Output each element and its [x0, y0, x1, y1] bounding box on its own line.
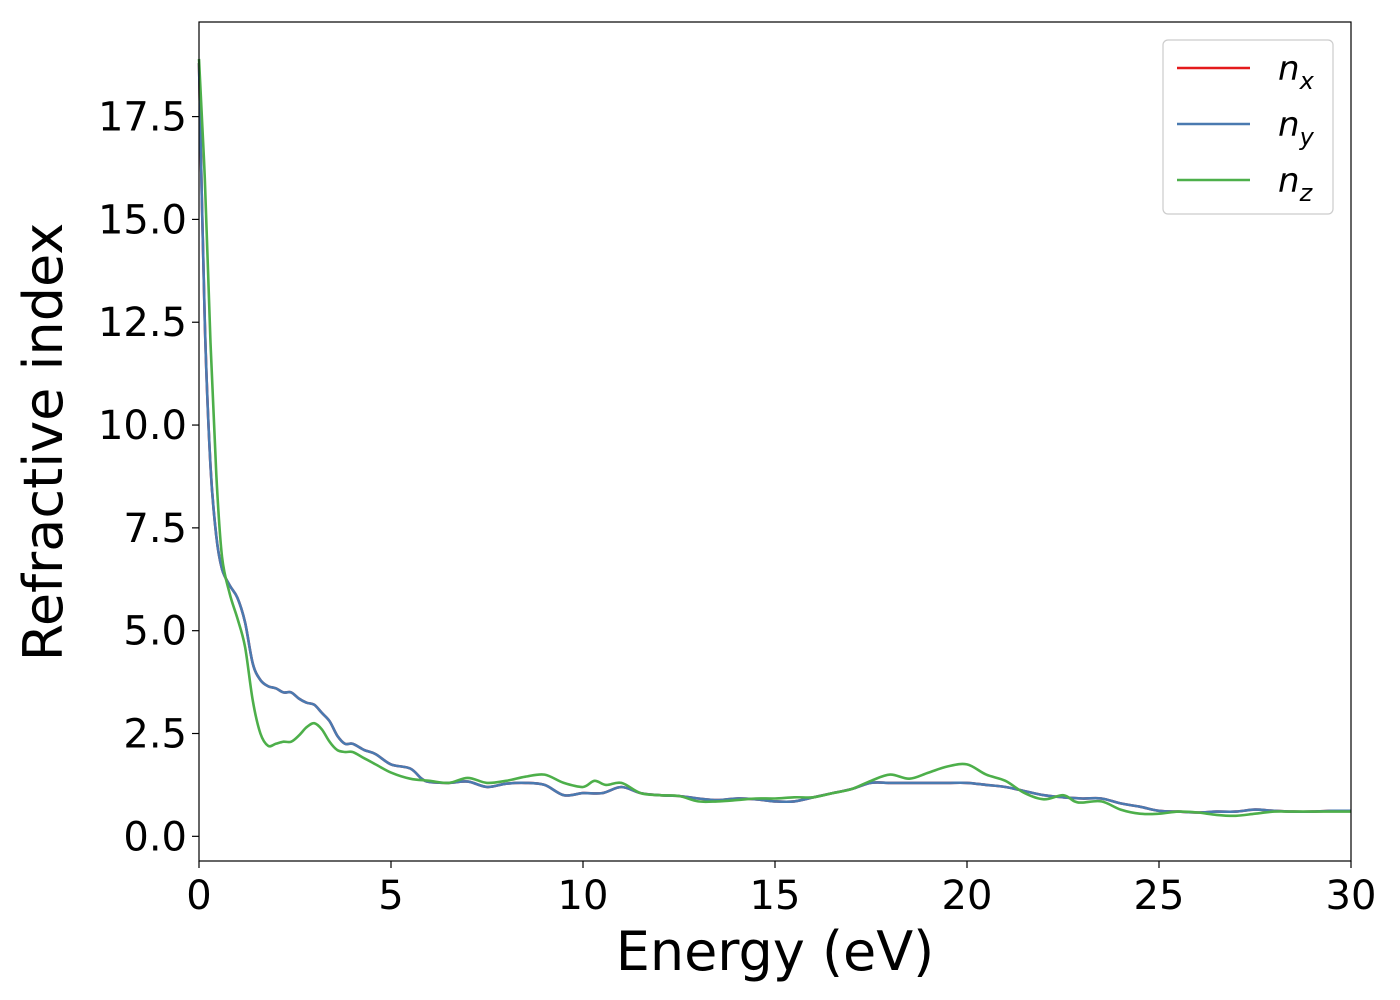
legend-label-n-x: nx — [1278, 49, 1315, 95]
x-tick-label: 20 — [942, 873, 993, 919]
y-tick-label: 7.5 — [123, 506, 187, 552]
x-tick-label: 0 — [186, 873, 211, 919]
legend-label-n-y: ny — [1278, 105, 1315, 151]
y-tick-label: 10.0 — [98, 403, 187, 449]
x-tick-label: 5 — [378, 873, 403, 919]
x-tick-label: 30 — [1326, 873, 1377, 919]
legend-label-subscript: z — [1299, 179, 1314, 207]
x-tick-label: 25 — [1134, 873, 1185, 919]
y-tick-label: 17.5 — [98, 95, 187, 141]
x-tick-label: 15 — [750, 873, 801, 919]
x-axis: 0 5 10 15 20 25 30 — [186, 861, 1376, 919]
series-line-n-y — [197, 63, 1352, 814]
legend-box — [1162, 39, 1334, 215]
x-tick-label: 10 — [558, 873, 609, 919]
y-tick-label: 15.0 — [98, 197, 187, 243]
series-line-n-z — [197, 58, 1351, 818]
legend-label-base: n — [1278, 49, 1300, 89]
plot-area — [197, 58, 1352, 818]
legend-label-n-z: nz — [1278, 161, 1314, 207]
y-axis: 0.0 2.5 5.0 7.5 10.0 12.5 15.0 17.5 — [98, 95, 199, 860]
legend-label-base: n — [1278, 161, 1300, 201]
legend-label-subscript: x — [1299, 67, 1315, 95]
legend-label-base: n — [1278, 105, 1300, 145]
y-tick-label: 2.5 — [123, 712, 187, 758]
y-tick-label: 5.0 — [123, 609, 187, 655]
y-tick-label: 0.0 — [123, 814, 187, 860]
y-tick-label: 12.5 — [98, 300, 187, 346]
y-axis-title: Refractive index — [12, 223, 75, 662]
x-axis-title: Energy (eV) — [616, 920, 935, 983]
legend-label-subscript: y — [1299, 123, 1315, 151]
